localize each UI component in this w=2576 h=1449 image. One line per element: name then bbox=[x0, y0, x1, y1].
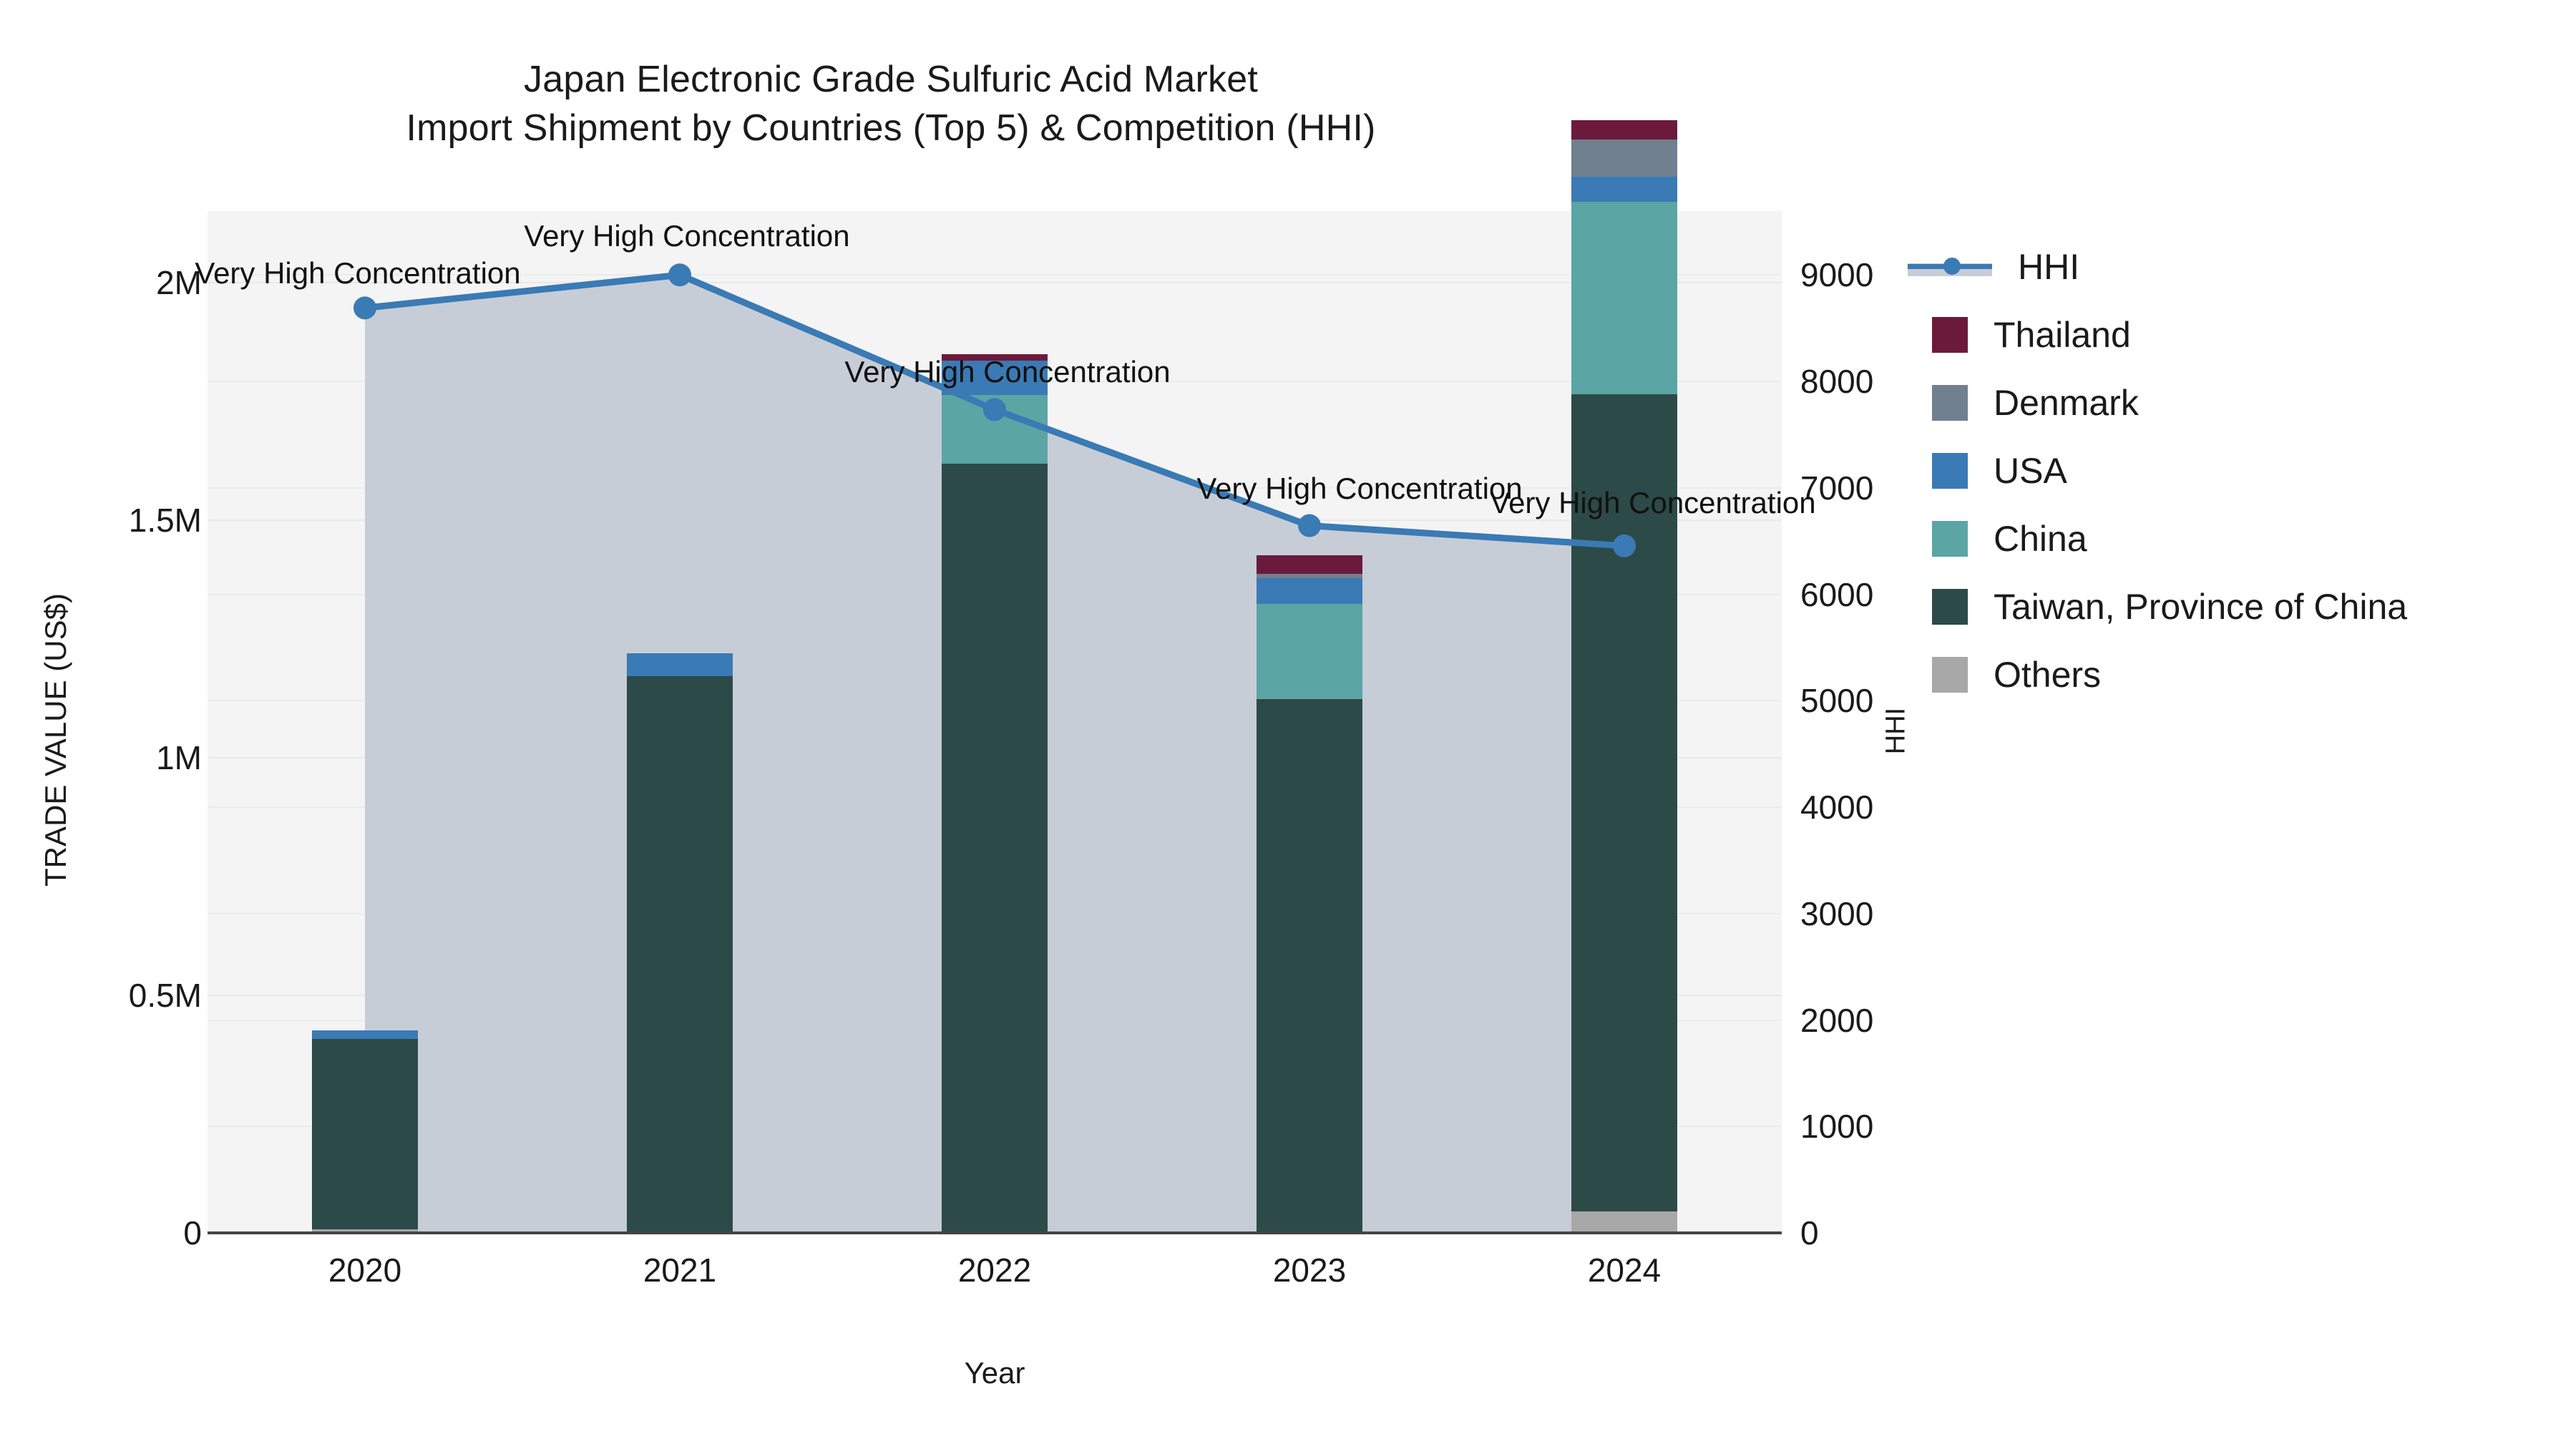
legend: HHI Thailand Denmark USA China Taiwan, Provin… bbox=[1908, 233, 2407, 708]
bar-segment[interactable] bbox=[1571, 394, 1677, 1212]
bar-stack bbox=[627, 653, 733, 1233]
bar-segment[interactable] bbox=[1257, 555, 1362, 575]
x-axis-tick-label-2024: 2024 bbox=[1587, 1252, 1662, 1289]
bar-segment[interactable] bbox=[312, 1229, 418, 1233]
chart-title-line-2: Import Shipment by Countries (Top 5) & C… bbox=[406, 107, 1376, 149]
bar-segment[interactable] bbox=[1571, 1211, 1677, 1233]
bar-segment[interactable] bbox=[1571, 177, 1677, 202]
y-axis-left-tick-label: 2M bbox=[156, 263, 202, 301]
bar-stack bbox=[942, 353, 1048, 1233]
legend-color-swatch bbox=[1932, 384, 1968, 421]
y-axis-right-tick-label: 5000 bbox=[1800, 682, 1874, 720]
legend-item-label: Others bbox=[1994, 654, 2102, 695]
legend-color-swatch bbox=[1932, 452, 1968, 489]
bar-stack bbox=[312, 1030, 418, 1233]
bar-stack bbox=[1571, 119, 1677, 1233]
annotation-2021: Very High Concentration bbox=[524, 219, 850, 253]
annotation-2020: Very High Concentration bbox=[195, 256, 521, 291]
bar-group-2023[interactable] bbox=[1257, 211, 1362, 1233]
legend-color-swatch bbox=[1932, 316, 1968, 353]
gridline bbox=[208, 281, 1782, 283]
bar-segment[interactable] bbox=[312, 1030, 418, 1040]
bar-group-2020[interactable] bbox=[312, 211, 418, 1233]
bar-segment[interactable] bbox=[1257, 604, 1362, 700]
bar-segment[interactable] bbox=[1571, 140, 1677, 177]
y-axis-left-tick-label: 0 bbox=[183, 1214, 202, 1252]
bar-segment[interactable] bbox=[312, 1039, 418, 1229]
legend-color-swatch bbox=[1932, 656, 1968, 693]
bar-segment[interactable] bbox=[1257, 577, 1362, 605]
bar-segment[interactable] bbox=[1257, 574, 1362, 578]
bar-group-2021[interactable] bbox=[627, 211, 733, 1233]
bar-segment[interactable] bbox=[627, 653, 733, 676]
legend-item-label: HHI bbox=[2018, 246, 2080, 287]
y-axis-left-tick-label: 1M bbox=[156, 738, 202, 776]
bar-group-2024[interactable] bbox=[1571, 119, 1677, 1233]
bar-segment[interactable] bbox=[627, 675, 733, 1232]
hhi-data-point-2021[interactable] bbox=[668, 263, 691, 287]
y-axis-right-title: HHI bbox=[1880, 707, 1911, 755]
y-axis-left-tick-label: 0.5M bbox=[128, 976, 202, 1014]
legend-line-swatch bbox=[1908, 249, 1992, 285]
legend-item-label: USA bbox=[1994, 450, 2067, 491]
legend-item-thailand[interactable]: Thailand bbox=[1932, 301, 2407, 369]
bar-segment[interactable] bbox=[1571, 201, 1677, 394]
legend-item-label: Taiwan, Province of China bbox=[1994, 586, 2408, 627]
y-axis-right-tick-label: 4000 bbox=[1800, 789, 1874, 826]
y-axis-left-title: TRADE VALUE (US$) bbox=[39, 593, 72, 887]
hhi-data-point-2022[interactable] bbox=[983, 398, 1006, 421]
legend-item-china[interactable]: China bbox=[1932, 504, 2407, 572]
bar-stack bbox=[1257, 555, 1362, 1233]
bar-segment[interactable] bbox=[1257, 699, 1362, 1232]
bar-group-2022[interactable] bbox=[942, 211, 1048, 1233]
legend-item-label: Thailand bbox=[1994, 314, 2131, 355]
legend-item-others[interactable]: Others bbox=[1932, 640, 2407, 708]
y-axis-right-tick-label: 0 bbox=[1800, 1214, 1819, 1252]
legend-color-swatch bbox=[1932, 588, 1968, 625]
x-axis-tick-label-2021: 2021 bbox=[643, 1252, 717, 1289]
legend-item-hhi[interactable]: HHI bbox=[1908, 233, 2407, 301]
legend-item-taiwan-province-of-china[interactable]: Taiwan, Province of China bbox=[1932, 572, 2407, 640]
annotation-2024: Very High Concentration bbox=[1490, 485, 1816, 519]
legend-item-usa[interactable]: USA bbox=[1932, 436, 2407, 504]
legend-color-swatch bbox=[1932, 520, 1968, 557]
x-axis-tick-label-2020: 2020 bbox=[328, 1252, 402, 1289]
plot-area bbox=[208, 119, 1782, 1233]
legend-item-label: Denmark bbox=[1994, 382, 2139, 423]
x-axis-title: Year bbox=[964, 1356, 1025, 1390]
legend-line-dot bbox=[1943, 257, 1961, 275]
y-axis-right-tick-label: 2000 bbox=[1800, 1001, 1874, 1039]
y-axis-right-tick-label: 6000 bbox=[1800, 575, 1874, 613]
hhi-markers-layer bbox=[353, 263, 1636, 557]
x-axis-tick-label-2023: 2023 bbox=[1272, 1252, 1347, 1289]
y-axis-right-tick-label: 1000 bbox=[1800, 1108, 1874, 1146]
chart-title-line-1: Japan Electronic Grade Sulfuric Acid Mar… bbox=[524, 59, 1258, 100]
y-axis-left-tick-label: 1.5M bbox=[128, 501, 202, 539]
x-axis-tick-label-2022: 2022 bbox=[957, 1252, 1032, 1289]
x-axis-line bbox=[208, 1231, 1782, 1234]
bar-segment[interactable] bbox=[942, 361, 1048, 396]
hhi-data-point-2024[interactable] bbox=[1613, 534, 1636, 557]
hhi-data-point-2020[interactable] bbox=[353, 296, 376, 320]
annotation-2022: Very High Concentration bbox=[844, 355, 1171, 389]
annotation-2023: Very High Concentration bbox=[1196, 471, 1523, 505]
y-axis-right-tick-label: 7000 bbox=[1800, 469, 1874, 507]
bar-segment[interactable] bbox=[942, 464, 1048, 1232]
y-axis-right-tick-label: 9000 bbox=[1800, 256, 1874, 294]
y-axis-right-tick-label: 3000 bbox=[1800, 894, 1874, 932]
chart-title: Japan Electronic Grade Sulfuric Acid Mar… bbox=[0, 56, 1782, 152]
legend-item-label: China bbox=[1994, 518, 2087, 559]
gridline bbox=[208, 274, 1782, 276]
bar-segment[interactable] bbox=[1571, 119, 1677, 140]
hhi-data-point-2023[interactable] bbox=[1298, 514, 1321, 537]
bar-segment[interactable] bbox=[942, 353, 1048, 361]
legend-item-denmark[interactable]: Denmark bbox=[1932, 369, 2407, 436]
y-axis-right-tick-label: 8000 bbox=[1800, 363, 1874, 400]
